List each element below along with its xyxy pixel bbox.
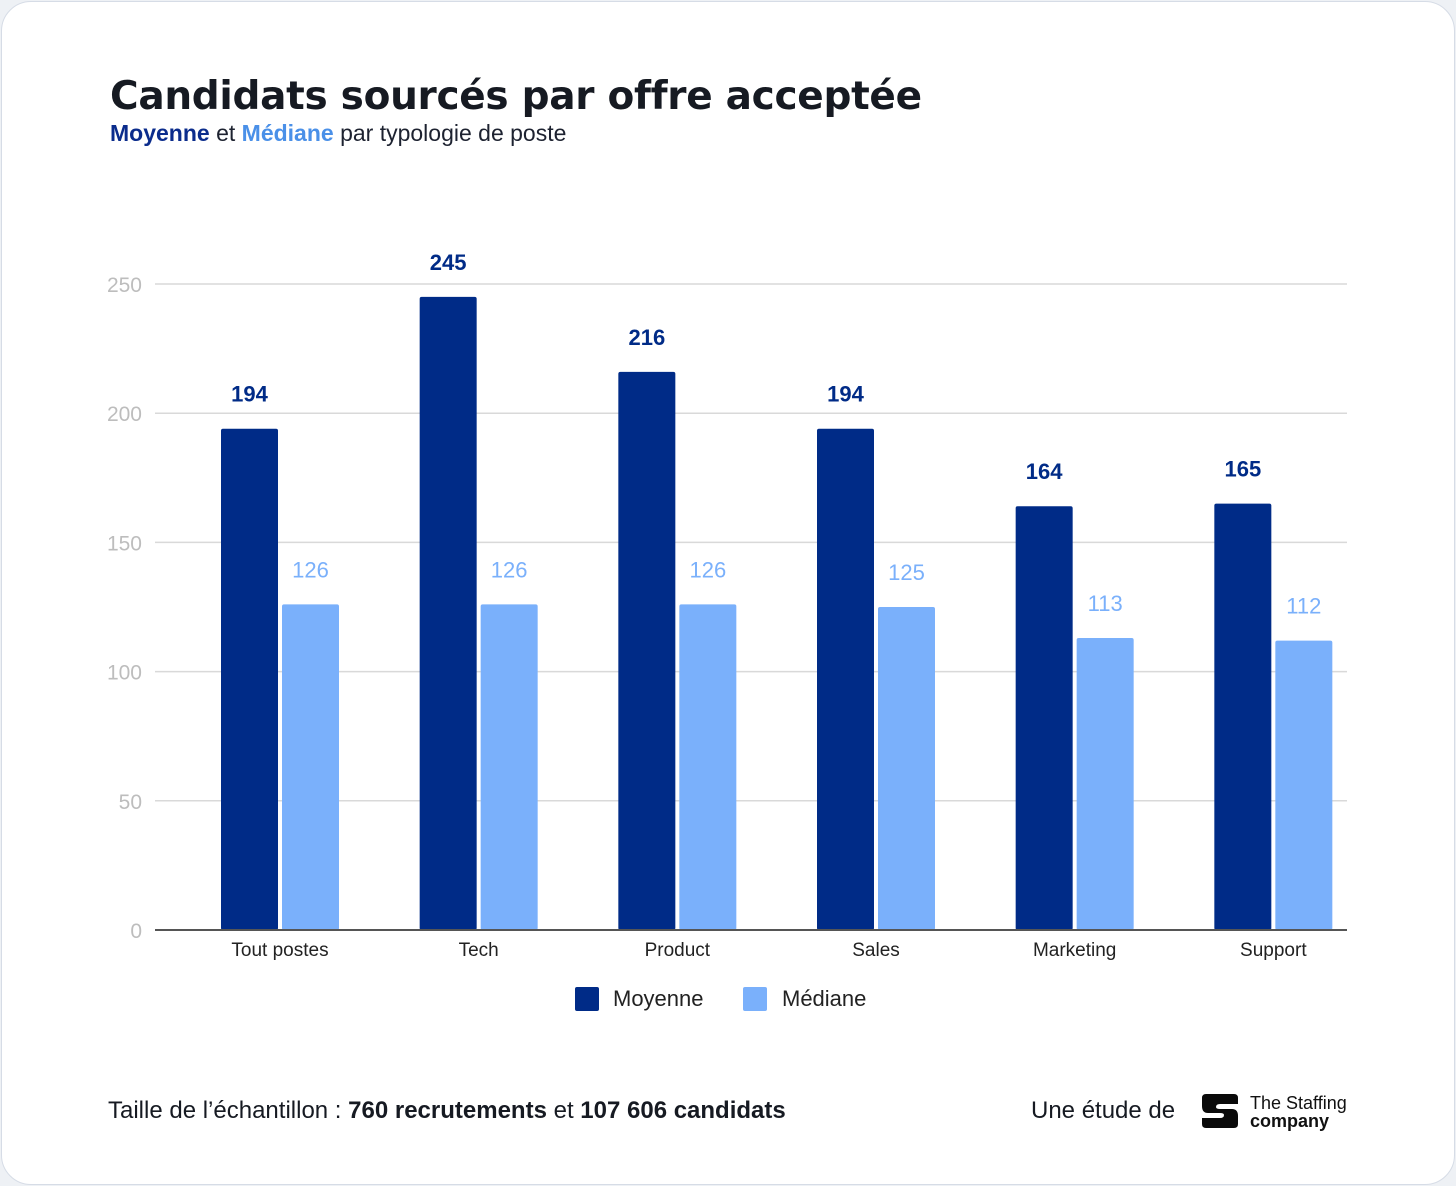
- bar-moyenne-2: [618, 371, 676, 931]
- data-label-mediane-4: 113: [1088, 591, 1123, 616]
- bar-mediane-1: [480, 604, 538, 930]
- data-label-moyenne-2: 216: [628, 325, 665, 350]
- chart-title: Candidats sourcés par offre acceptée: [110, 74, 922, 119]
- x-tick-label-2: Product: [645, 940, 711, 961]
- legend-label-moyenne: Moyenne: [613, 986, 704, 1011]
- logo-line-1: The Staffing: [1250, 1093, 1347, 1113]
- y-tick-label-250: 250: [107, 274, 142, 297]
- subtitle-et: et: [209, 120, 242, 146]
- sample-recruitments: 760 recrutements: [348, 1097, 547, 1124]
- bar-moyenne-3: [817, 428, 874, 930]
- staffing-logo-icon: [1202, 1094, 1238, 1128]
- bar-moyenne-0: [221, 428, 278, 930]
- bar-mediane-0: [282, 604, 339, 930]
- data-label-mediane-2: 126: [689, 557, 726, 582]
- data-label-moyenne-5: 165: [1224, 457, 1261, 482]
- bar-moyenne-4: [1015, 506, 1073, 930]
- subtitle-moyenne: Moyenne: [110, 120, 210, 146]
- legend-label-mediane: Médiane: [782, 986, 866, 1011]
- y-tick-label-0: 0: [130, 920, 142, 943]
- data-label-moyenne-0: 194: [231, 382, 268, 407]
- data-label-mediane-1: 126: [491, 557, 528, 582]
- x-tick-label-1: Tech: [459, 940, 499, 961]
- data-label-mediane-5: 112: [1286, 594, 1321, 619]
- study-by-label: Une étude de: [1031, 1097, 1176, 1124]
- sample-prefix: Taille de l’échantillon :: [108, 1097, 349, 1124]
- x-tick-label-4: Marketing: [1033, 940, 1116, 961]
- sample-candidates: 107 606 candidats: [580, 1097, 786, 1124]
- bar-moyenne-5: [1214, 503, 1272, 930]
- y-tick-label-200: 200: [107, 403, 142, 426]
- subtitle-rest: par typologie de poste: [333, 120, 567, 146]
- logo-line-2: company: [1250, 1111, 1330, 1131]
- data-label-mediane-0: 126: [292, 557, 329, 582]
- data-label-moyenne-4: 164: [1026, 459, 1063, 484]
- bar-moyenne-1: [419, 296, 477, 930]
- x-tick-label-0: Tout postes: [231, 940, 328, 961]
- legend-swatch-moyenne: [575, 987, 599, 1011]
- x-tick-label-5: Support: [1240, 940, 1307, 961]
- y-tick-label-50: 50: [119, 791, 142, 814]
- bar-mediane-2: [679, 604, 737, 930]
- data-label-mediane-3: 125: [888, 560, 925, 585]
- x-tick-label-3: Sales: [852, 940, 900, 961]
- y-tick-label-100: 100: [107, 662, 142, 685]
- legend-swatch-mediane: [743, 987, 767, 1011]
- bar-mediane-5: [1275, 640, 1333, 930]
- sample-size-note: Taille de l’échantillon : 760 recrutemen…: [108, 1097, 786, 1125]
- chart-subtitle: Moyenne et Médiane par typologie de post…: [110, 120, 566, 147]
- data-label-moyenne-1: 245: [430, 250, 467, 275]
- y-tick-label-150: 150: [107, 532, 142, 555]
- sample-et: et: [546, 1097, 581, 1124]
- staffing-logo-text: The Staffing company: [1250, 1094, 1347, 1130]
- bar-mediane-3: [878, 607, 935, 930]
- bar-mediane-4: [1076, 638, 1134, 930]
- subtitle-mediane: Médiane: [241, 120, 334, 146]
- data-label-moyenne-3: 194: [827, 382, 864, 407]
